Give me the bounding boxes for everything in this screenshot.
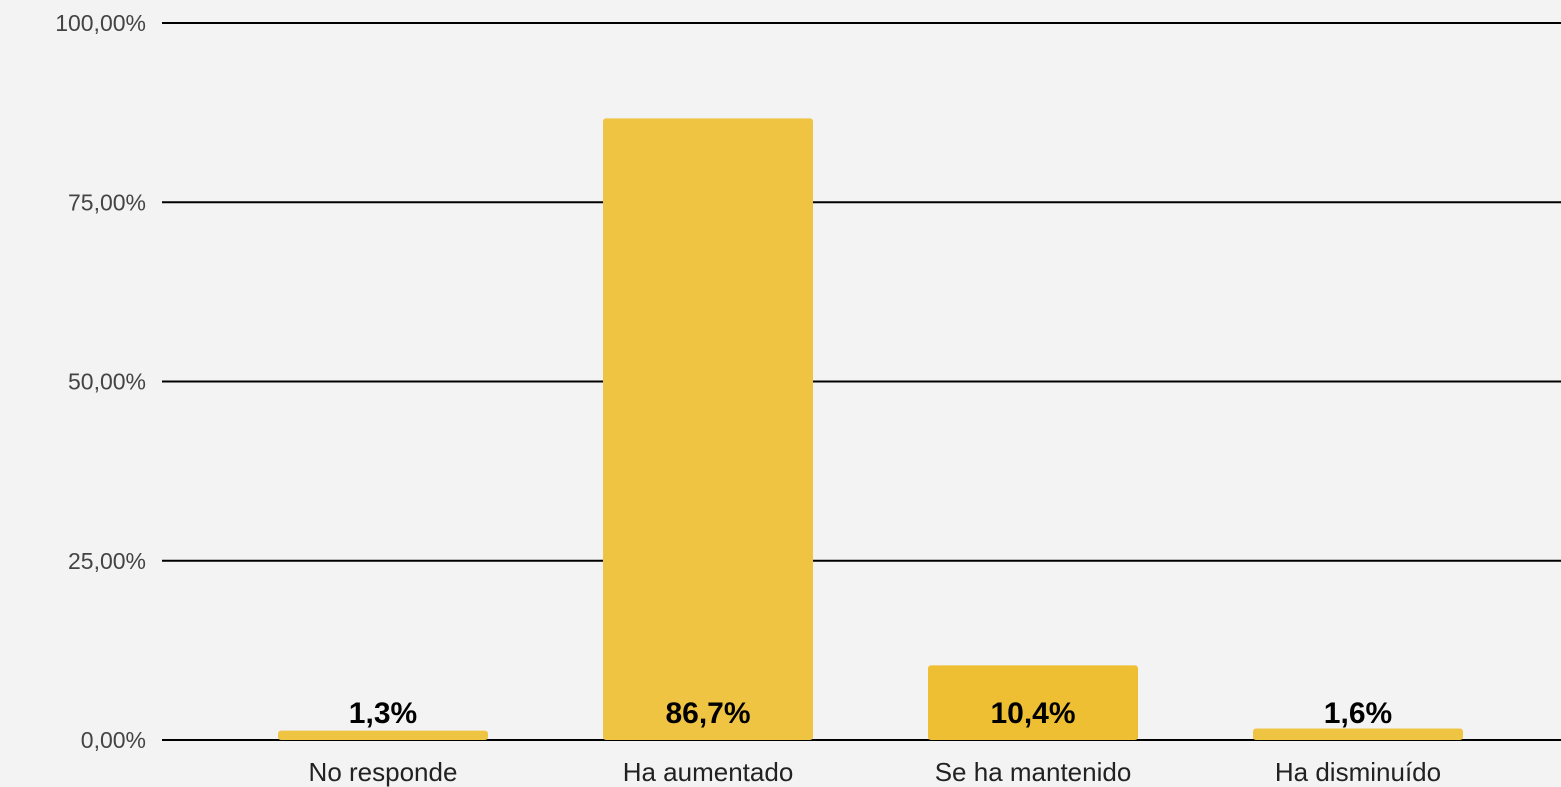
y-tick-label: 0,00% (81, 727, 146, 753)
x-axis: No responde Ha aumentado Se ha mantenido Ha… (309, 757, 1442, 787)
data-label: 1,3% (349, 697, 417, 730)
gridlines (162, 22, 1561, 741)
bar-ha-aumentado (603, 118, 813, 740)
y-tick-label: 75,00% (68, 189, 146, 215)
y-tick-label: 100,00% (55, 10, 146, 36)
y-tick-label: 50,00% (68, 369, 146, 395)
bars (278, 118, 1463, 740)
x-tick-label: Ha disminuído (1275, 757, 1441, 787)
bar-se-ha-mantenido (928, 665, 1138, 740)
data-label: 86,7% (665, 697, 750, 730)
data-labels: 1,3% 86,7% 10,4% 1,6% (349, 697, 1392, 730)
bar-no-responde (278, 730, 488, 740)
data-label: 1,6% (1324, 697, 1392, 730)
x-tick-label: Se ha mantenido (935, 757, 1132, 787)
x-tick-label: Ha aumentado (623, 757, 794, 787)
y-axis: 0,00% 25,00% 50,00% 75,00% 100,00% (55, 10, 146, 753)
data-label: 10,4% (990, 697, 1075, 730)
bar-ha-disminu-do (1253, 728, 1463, 740)
y-tick-label: 25,00% (68, 548, 146, 574)
x-tick-label: No responde (309, 757, 458, 787)
